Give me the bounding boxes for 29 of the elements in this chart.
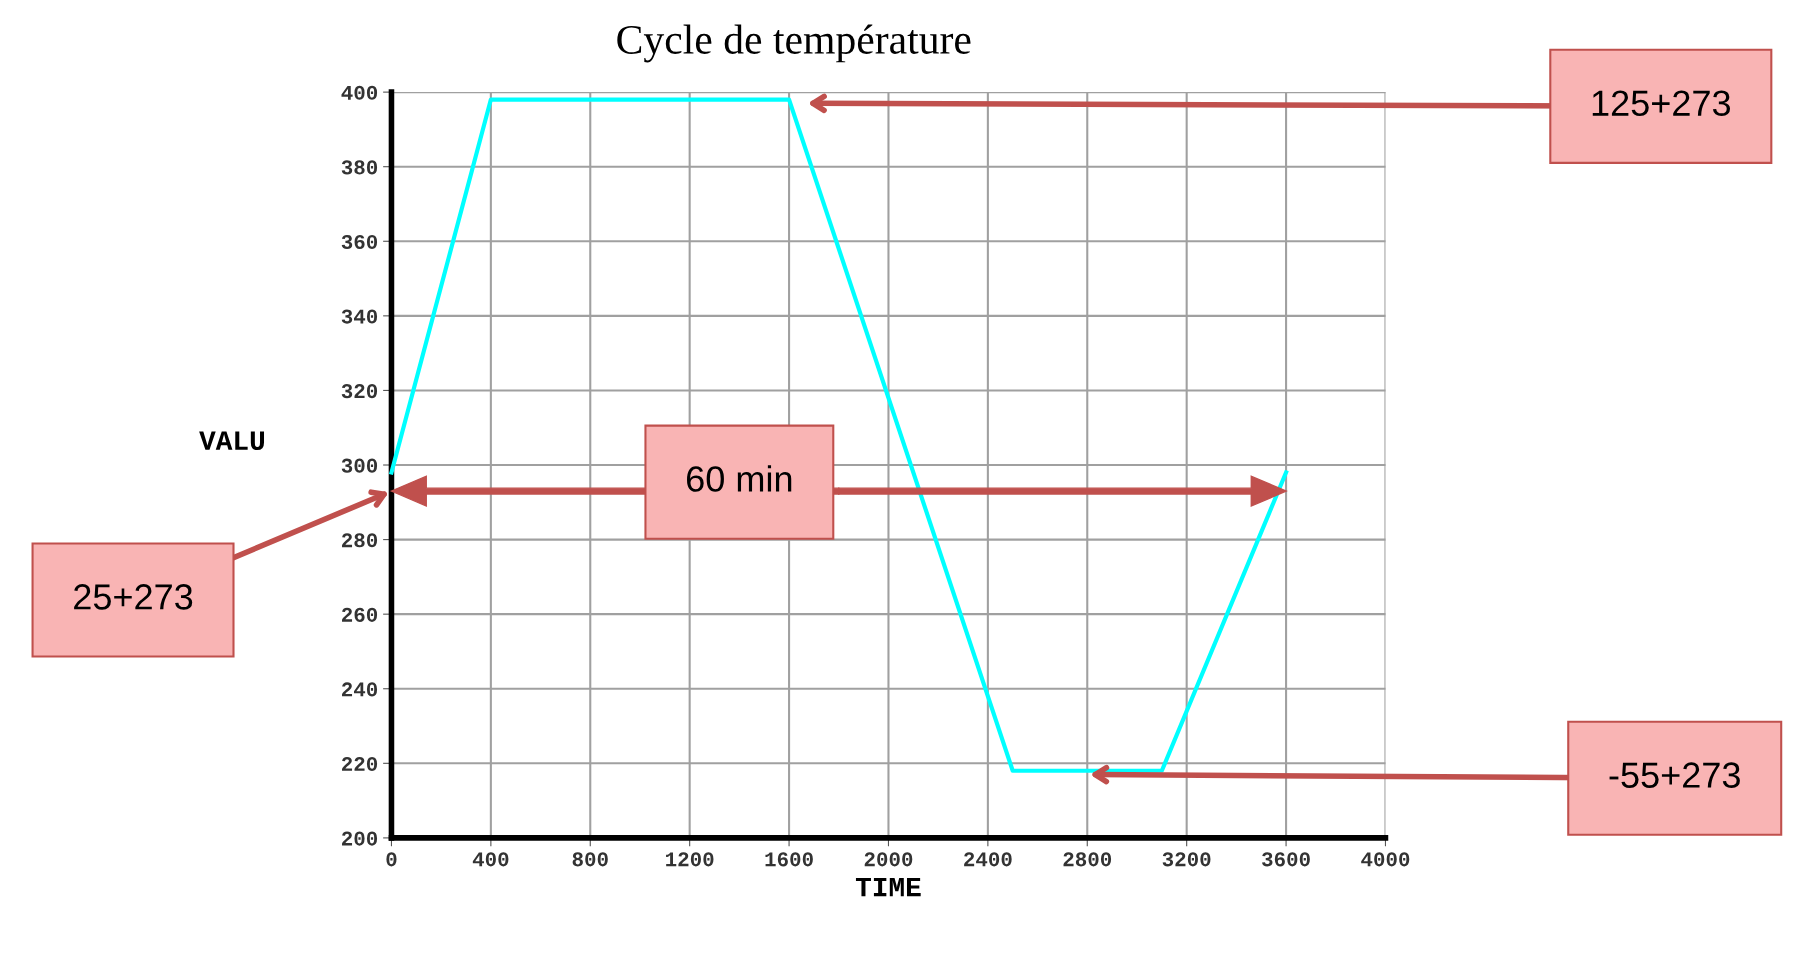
text: 125+273	[1592, 90, 1731, 116]
x-tick-label: 4000	[1361, 852, 1410, 867]
text: 25+273	[74, 584, 193, 610]
y-tick-label: 360	[341, 234, 378, 250]
y-tick-label: 220	[342, 756, 378, 772]
x-axis-title: TIME	[855, 877, 921, 897]
x-tick-label: 2400	[964, 852, 1012, 867]
y-tick-label: 320	[341, 384, 378, 399]
y-tick-label: 200	[342, 831, 378, 846]
x-tick-label: 2000	[864, 852, 913, 867]
annotation: 60 min	[687, 465, 792, 492]
x-tick-label: 1200	[666, 852, 714, 867]
x-tick-label: 1600	[765, 852, 813, 867]
x-tick-label: 800	[572, 852, 608, 867]
x-tick-label: 2800	[1063, 852, 1112, 867]
x-tick-label: 400	[472, 852, 509, 867]
y-tick-label: 260	[342, 607, 378, 622]
y-tick-label: 380	[341, 160, 378, 175]
chart-title: Cycle de température	[617, 24, 971, 63]
y-tick-label: 340	[341, 309, 378, 324]
y-tick-label: 280	[342, 533, 378, 548]
x-tick-label: 0	[386, 852, 397, 867]
x-tick-label: 3600	[1262, 852, 1310, 867]
text: -55+273	[1609, 762, 1740, 788]
y-tick-label: 300	[341, 458, 378, 473]
y-tick-label: 240	[342, 682, 378, 697]
y-tick-label: 400	[341, 85, 378, 100]
x-tick-label: 3200	[1162, 852, 1211, 867]
y-axis-title: VALU	[199, 431, 265, 451]
